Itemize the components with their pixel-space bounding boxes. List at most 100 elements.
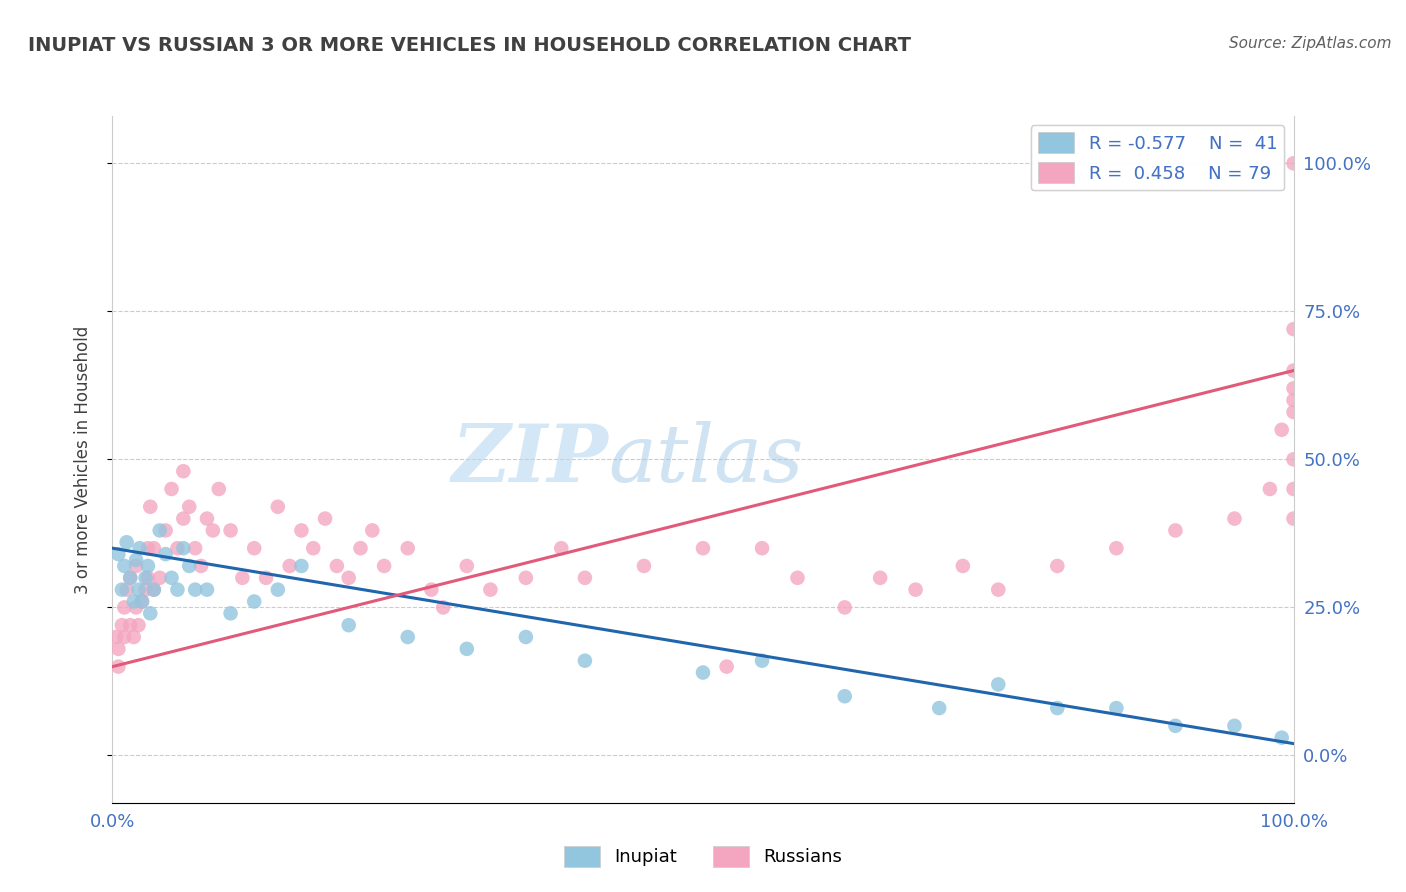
Text: ZIP: ZIP <box>451 421 609 498</box>
Point <box>172 541 194 556</box>
Point <box>1282 322 1305 336</box>
Point <box>131 594 153 608</box>
Point <box>136 541 159 556</box>
Point <box>314 511 336 525</box>
Point <box>952 558 974 573</box>
Point <box>337 571 360 585</box>
Point <box>125 558 148 573</box>
Point <box>112 600 135 615</box>
Point <box>127 582 149 597</box>
Point <box>184 582 207 597</box>
Point <box>456 641 478 656</box>
Point <box>120 571 142 585</box>
Point <box>1282 381 1305 395</box>
Point <box>254 571 277 585</box>
Point <box>184 541 207 556</box>
Point <box>125 600 148 615</box>
Point <box>869 571 891 585</box>
Point <box>219 524 242 538</box>
Point <box>302 541 325 556</box>
Point <box>1046 558 1069 573</box>
Point <box>396 630 419 644</box>
Point <box>290 558 312 573</box>
Point <box>1258 482 1281 496</box>
Point <box>127 618 149 632</box>
Point <box>142 582 165 597</box>
Point <box>111 618 134 632</box>
Point <box>135 582 157 597</box>
Point <box>1282 452 1305 467</box>
Point <box>172 511 194 525</box>
Point <box>278 558 301 573</box>
Text: INUPIAT VS RUSSIAN 3 OR MORE VEHICLES IN HOUSEHOLD CORRELATION CHART: INUPIAT VS RUSSIAN 3 OR MORE VEHICLES IN… <box>28 36 911 54</box>
Point <box>179 558 201 573</box>
Point <box>142 582 165 597</box>
Point <box>479 582 502 597</box>
Point <box>751 541 773 556</box>
Point <box>131 594 153 608</box>
Point <box>112 630 135 644</box>
Point <box>751 654 773 668</box>
Point <box>1271 731 1294 745</box>
Point <box>107 659 129 673</box>
Point <box>136 558 159 573</box>
Point <box>267 582 290 597</box>
Point <box>574 654 596 668</box>
Point <box>115 582 138 597</box>
Point <box>107 547 129 561</box>
Point <box>456 558 478 573</box>
Legend: R = -0.577    N =  41, R =  0.458    N = 79: R = -0.577 N = 41, R = 0.458 N = 79 <box>1031 125 1285 190</box>
Point <box>396 541 419 556</box>
Point <box>122 594 145 608</box>
Point <box>149 524 172 538</box>
Point <box>195 582 218 597</box>
Legend: Inupiat, Russians: Inupiat, Russians <box>557 838 849 874</box>
Y-axis label: 3 or more Vehicles in Household: 3 or more Vehicles in Household <box>73 326 91 593</box>
Point <box>1282 156 1305 170</box>
Point <box>155 547 177 561</box>
Point <box>201 524 224 538</box>
Point <box>1282 511 1305 525</box>
Point <box>432 600 454 615</box>
Point <box>166 582 188 597</box>
Point <box>107 641 129 656</box>
Point <box>692 665 714 680</box>
Point <box>139 500 162 514</box>
Point <box>122 630 145 644</box>
Point <box>1282 363 1305 377</box>
Point <box>692 541 714 556</box>
Point <box>349 541 371 556</box>
Point <box>515 571 537 585</box>
Point <box>420 582 443 597</box>
Point <box>1271 423 1294 437</box>
Point <box>120 618 142 632</box>
Point <box>1282 482 1305 496</box>
Point <box>834 600 856 615</box>
Point <box>326 558 349 573</box>
Point <box>987 582 1010 597</box>
Text: atlas: atlas <box>609 421 804 498</box>
Point <box>1223 719 1246 733</box>
Point <box>219 607 242 621</box>
Point <box>166 541 188 556</box>
Point <box>834 690 856 704</box>
Point <box>928 701 950 715</box>
Point <box>243 541 266 556</box>
Point <box>550 541 572 556</box>
Point <box>155 524 177 538</box>
Point <box>231 571 253 585</box>
Point <box>1282 405 1305 419</box>
Point <box>142 541 165 556</box>
Point <box>515 630 537 644</box>
Point <box>160 571 183 585</box>
Point <box>1105 701 1128 715</box>
Point <box>105 630 128 644</box>
Point <box>243 594 266 608</box>
Point <box>1164 524 1187 538</box>
Point <box>1282 393 1305 408</box>
Point <box>179 500 201 514</box>
Point <box>172 464 194 478</box>
Point <box>904 582 927 597</box>
Point <box>373 558 395 573</box>
Point <box>633 558 655 573</box>
